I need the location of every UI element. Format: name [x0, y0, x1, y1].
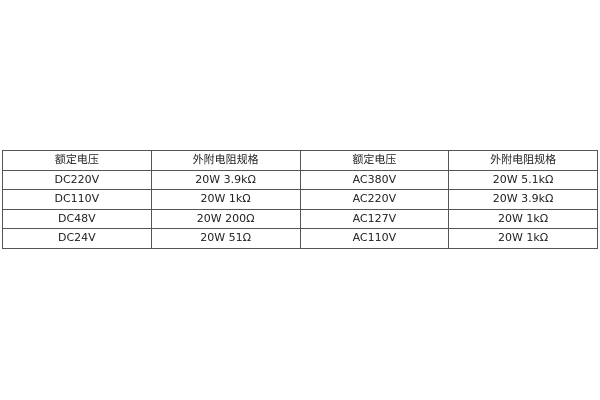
table-row: DC48V 20W 200Ω AC127V 20W 1kΩ [2, 208, 598, 229]
cell: 20W 3.9kΩ [150, 169, 301, 190]
cell: 20W 5.1kΩ [448, 169, 598, 190]
cell: AC220V [299, 189, 450, 210]
cell: 20W 1kΩ [150, 189, 301, 210]
table-header-row: 额定电压 外附电阻规格 额定电压 外附电阻规格 [2, 150, 598, 171]
cell: 20W 51Ω [150, 228, 301, 249]
table-row: DC220V 20W 3.9kΩ AC380V 20W 5.1kΩ [2, 169, 598, 190]
cell: 20W 3.9kΩ [448, 189, 598, 210]
cell: 20W 1kΩ [448, 208, 598, 229]
header-rated-voltage: 额定电压 [2, 150, 152, 171]
header-rated-voltage: 额定电压 [299, 150, 450, 171]
cell: 20W 200Ω [150, 208, 301, 229]
resistor-spec-table: 额定电压 外附电阻规格 额定电压 外附电阻规格 DC220V 20W 3.9kΩ… [2, 150, 598, 249]
cell: AC127V [299, 208, 450, 229]
cell: DC110V [2, 189, 152, 210]
header-external-resistor: 外附电阻规格 [448, 150, 598, 171]
cell: DC48V [2, 208, 152, 229]
cell: 20W 1kΩ [448, 228, 598, 249]
table-row: DC110V 20W 1kΩ AC220V 20W 3.9kΩ [2, 189, 598, 210]
table-row: DC24V 20W 51Ω AC110V 20W 1kΩ [2, 228, 598, 249]
cell: DC24V [2, 228, 152, 249]
cell: AC380V [299, 169, 450, 190]
header-external-resistor: 外附电阻规格 [150, 150, 301, 171]
cell: AC110V [299, 228, 450, 249]
cell: DC220V [2, 169, 152, 190]
